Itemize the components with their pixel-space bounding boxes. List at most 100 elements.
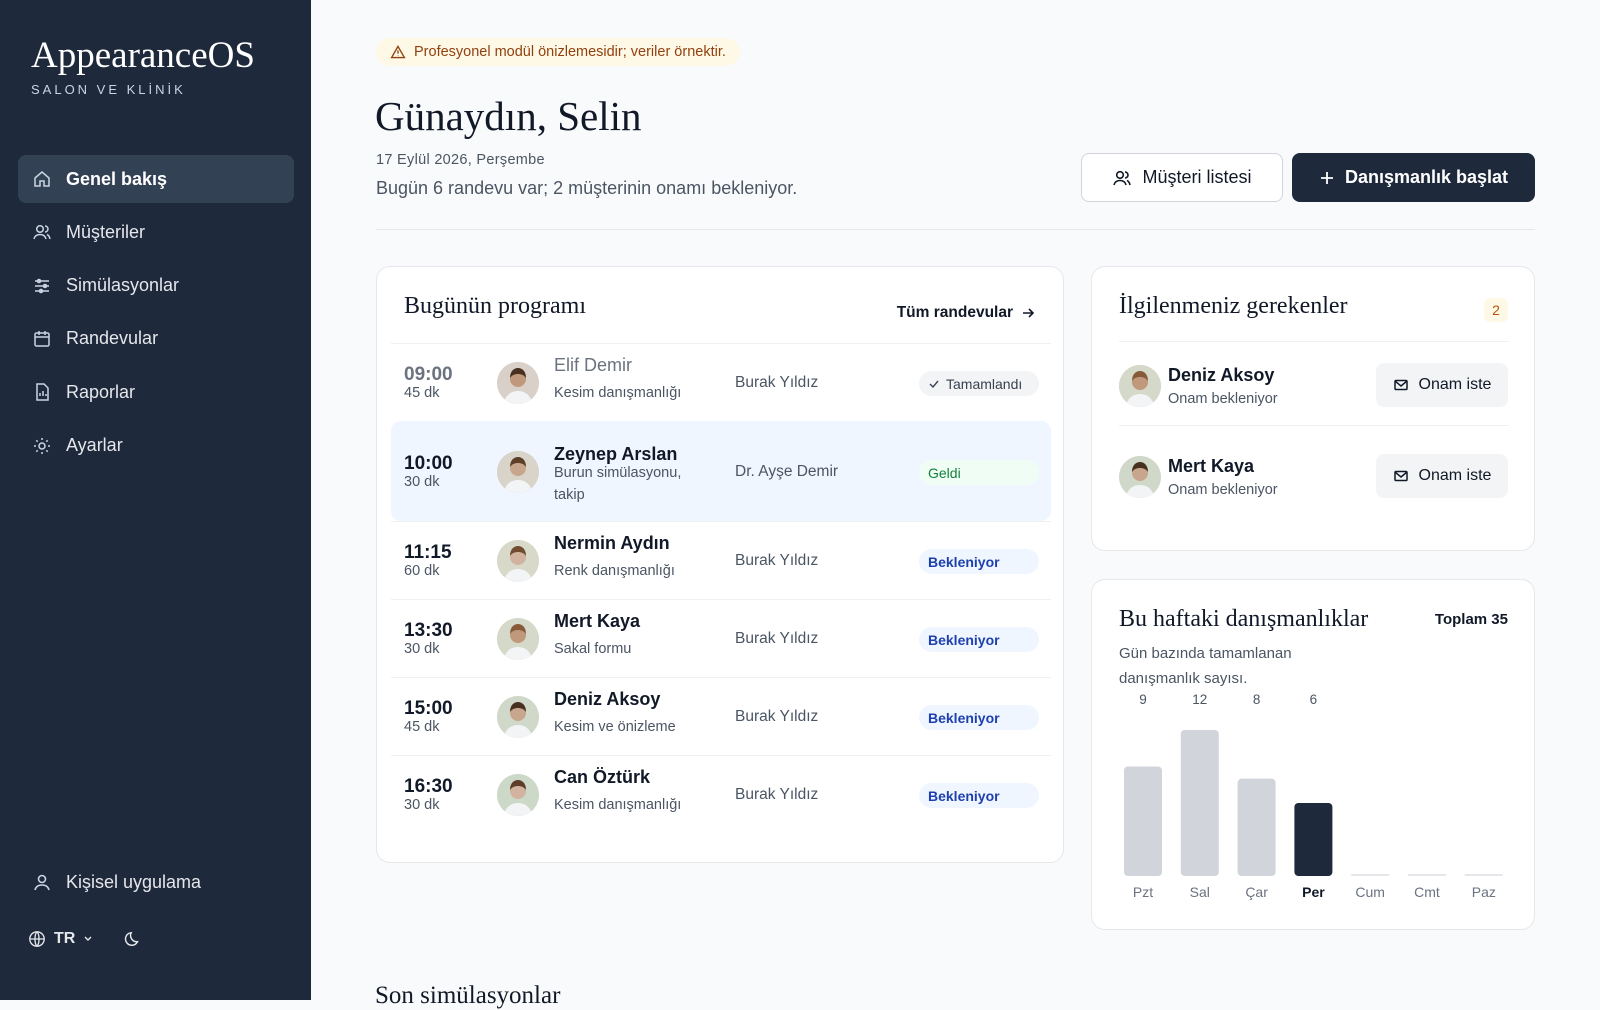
appointment-row[interactable]: 16:30 30 dk Can Öztürk Kesim danışmanlığı Bu… — [391, 755, 1051, 833]
attention-count: 2 — [1484, 298, 1508, 322]
service: Renk danışmanlığı — [554, 563, 675, 579]
duration: 30 dk — [404, 797, 440, 813]
nav-item[interactable]: Raporlar — [18, 368, 294, 416]
staff: Burak Yıldız — [735, 374, 819, 391]
bar-chart: 9 Pzt 12 Sal 8 Çar 6 Per Cum Cmt Paz — [1124, 692, 1503, 900]
staff: Burak Yıldız — [735, 786, 819, 803]
attention-card: İlgilenmeniz gerekenler 2 Deniz Aksoy Ona… — [1091, 266, 1535, 551]
label: Müşteri listesi — [1142, 167, 1252, 187]
status-text: Bekleniyor — [928, 787, 1000, 804]
nav-item[interactable]: Simülasyonlar — [18, 262, 294, 310]
appointment-row[interactable]: 09:00 45 dk Elif Demir Kesim danışmanlığı Bu… — [391, 343, 1051, 421]
nav-item[interactable]: Genel bakış — [18, 155, 294, 203]
nav-item[interactable]: Randevular — [18, 315, 294, 363]
preview-banner: Profesyonel modül önizlemesidir; veriler… — [376, 38, 740, 66]
client-name: Elif Demir — [554, 355, 633, 375]
personal-app[interactable]: Kişisel uygulama — [18, 858, 294, 906]
banner-text: Profesyonel modül önizlemesidir; veriler… — [414, 44, 726, 60]
time: 10:00 — [404, 453, 453, 474]
appointment-row[interactable]: 10:00 30 dk Zeynep Arslan Burun simülasyonu… — [391, 421, 1051, 521]
value-label: 8 — [1253, 692, 1261, 707]
time: 15:00 — [404, 698, 453, 719]
appointment-row[interactable]: 15:00 45 dk Deniz Aksoy Kesim ve önizleme Bu… — [391, 677, 1051, 755]
status-pill: Bekleniyor — [919, 705, 1039, 730]
chart-subtitle: Gün bazında tamamlanan danışmanlık sayıs… — [1119, 645, 1292, 687]
bar-placeholder — [1408, 874, 1446, 876]
staff: Burak Yıldız — [735, 552, 819, 569]
service: Kesim danışmanlığı — [554, 385, 682, 401]
nav-item[interactable]: Ayarlar — [18, 422, 294, 470]
status-pill: Bekleniyor — [919, 783, 1039, 808]
client-name: Nermin Aydın — [554, 533, 670, 553]
theme-toggle[interactable] — [124, 930, 142, 948]
nav-item[interactable]: Müşteriler — [18, 208, 294, 256]
consent-button[interactable]: Onam iste — [1376, 363, 1508, 407]
bar — [1180, 730, 1219, 876]
duration: 45 dk — [404, 719, 440, 735]
client-list-button[interactable]: Müşteri listesi — [1081, 153, 1283, 202]
nav-label: Genel bakış — [66, 168, 168, 189]
avatar — [497, 540, 539, 582]
brand: AppearanceOS — [31, 35, 255, 76]
tagline: SALON VE KLİNİK — [31, 82, 186, 97]
note: Onam bekleniyor — [1168, 482, 1278, 498]
time: 09:00 — [404, 364, 453, 385]
label: Onam iste — [1418, 467, 1492, 484]
status-pill: Geldi — [919, 460, 1039, 485]
status-pill: Bekleniyor — [919, 627, 1039, 652]
language-code: TR — [54, 930, 76, 947]
duration: 30 dk — [404, 641, 440, 657]
chart-total: Toplam 35 — [1434, 611, 1508, 628]
avatar — [497, 362, 539, 404]
label: Tüm randevular — [896, 304, 1013, 321]
label: Danışmanlık başlat — [1344, 167, 1509, 187]
duration: 60 dk — [404, 563, 440, 579]
label: Onam iste — [1418, 376, 1492, 393]
summary: Bugün 6 randevu var; 2 müşterinin onamı … — [376, 178, 798, 198]
x-tick-label: Paz — [1472, 884, 1496, 900]
client-name: Mert Kaya — [554, 611, 641, 631]
staff: Burak Yıldız — [735, 630, 819, 647]
divider — [376, 229, 1535, 230]
client-name: Mert Kaya — [1168, 456, 1255, 476]
service: Kesim danışmanlığı — [554, 797, 682, 813]
greeting: Günaydın, Selin — [375, 93, 642, 139]
duration: 45 dk — [404, 385, 440, 401]
service: Sakal formu — [554, 641, 632, 657]
status-text: Bekleniyor — [928, 553, 1000, 570]
start-consultation-button[interactable]: Danışmanlık başlat — [1292, 153, 1535, 202]
avatar — [497, 774, 539, 816]
weekly-chart-card: Bu haftaki danışmanlıklar Toplam 35 Gün … — [1091, 579, 1535, 930]
note: Onam bekleniyor — [1168, 391, 1278, 407]
avatar — [497, 696, 539, 738]
status-text: Bekleniyor — [928, 631, 1000, 648]
service: Kesim ve önizleme — [554, 719, 676, 735]
date: 17 Eylül 2026, Perşembe — [376, 152, 545, 168]
status-pill: Bekleniyor — [919, 549, 1039, 574]
nav-label: Ayarlar — [66, 435, 123, 455]
bar — [1124, 766, 1162, 876]
nav-label: Simülasyonlar — [66, 275, 180, 296]
recent-title: Son simülasyonlar — [375, 982, 561, 1009]
avatar — [497, 451, 539, 493]
value-label: 9 — [1139, 692, 1147, 707]
appointment-row[interactable]: 13:30 30 dk Mert Kaya Sakal formu Burak Yıld… — [391, 599, 1051, 677]
language[interactable]: TR — [28, 930, 93, 948]
consent-button[interactable]: Onam iste — [1376, 454, 1508, 498]
x-tick-label: Cmt — [1414, 884, 1440, 900]
all-appointments-link[interactable]: Tüm randevular — [897, 304, 1035, 322]
x-tick-label: Cum — [1355, 884, 1385, 900]
nav-label: Müşteriler — [66, 221, 146, 242]
chart-title: Bu haftaki danışmanlıklar — [1119, 606, 1369, 632]
bar — [1294, 803, 1333, 876]
avatar — [1119, 456, 1161, 498]
time: 16:30 — [404, 776, 453, 797]
x-tick-label: Pzt — [1133, 884, 1153, 900]
bar — [1237, 778, 1276, 876]
x-tick-label: Sal — [1190, 884, 1210, 900]
appointment-row[interactable]: 11:15 60 dk Nermin Aydın Renk danışmanlığı B… — [391, 521, 1051, 599]
schedule-title: Bugünün programı — [404, 293, 586, 319]
client-name: Deniz Aksoy — [554, 689, 661, 709]
divider — [1119, 425, 1509, 426]
